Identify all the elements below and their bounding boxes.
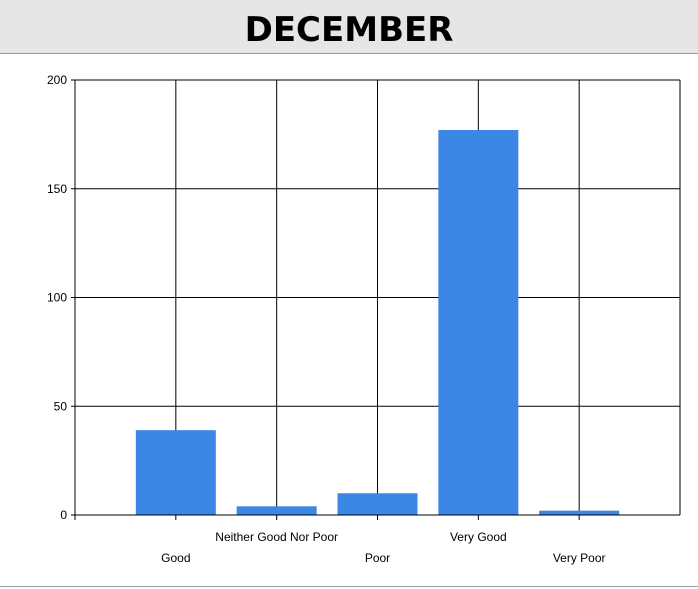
y-tick-label: 100	[47, 291, 67, 305]
bar-very-poor	[539, 510, 620, 515]
chart-title: DECEMBER	[244, 9, 454, 50]
title-bar: DECEMBER	[0, 0, 698, 54]
y-tick-label: 150	[47, 182, 67, 196]
bottom-divider	[0, 586, 698, 587]
chart-area: 0 50 100 150 200 Good Neither Good Nor Poor Poo…	[0, 55, 698, 589]
bar-poor	[337, 493, 418, 515]
x-tick-label: Poor	[365, 551, 390, 565]
bar-very-good	[438, 130, 519, 515]
x-tick-label: Very Good	[450, 530, 507, 544]
y-tick-label: 0	[60, 508, 67, 522]
x-tick-label: Very Poor	[553, 551, 606, 565]
y-tick-label: 200	[47, 73, 67, 87]
y-tick-label: 50	[54, 399, 68, 413]
x-tick-label: Good	[161, 551, 190, 565]
bar-chart: 0 50 100 150 200 Good Neither Good Nor Poor Poo…	[47, 73, 681, 565]
x-tick-label: Neither Good Nor Poor	[215, 530, 338, 544]
bar-neither-good-nor-poor	[236, 506, 317, 515]
bar-good	[135, 430, 216, 515]
